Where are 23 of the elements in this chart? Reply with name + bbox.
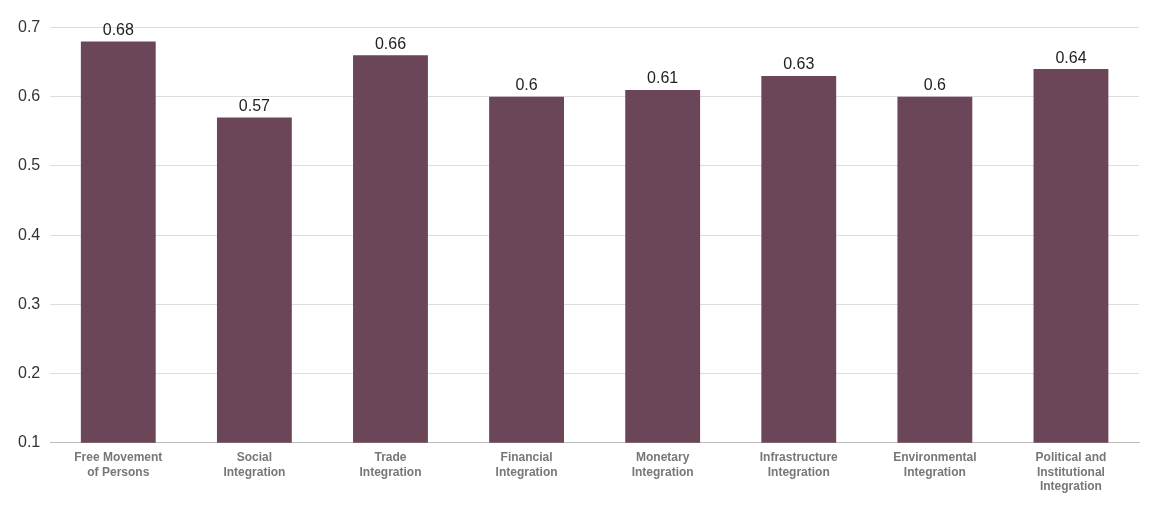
x-tick-label: Monetary Integration: [631, 450, 694, 479]
data-label: 0.68: [102, 20, 134, 38]
x-tick-label: Political and Institutional Integration: [1035, 450, 1107, 494]
data-label: 0.57: [238, 96, 271, 114]
x-tick-label: Environmental Integration: [893, 450, 977, 479]
y-tick-label: 0.2: [17, 364, 41, 382]
data-label: 0.6: [923, 76, 947, 94]
x-tick-label: Free Movement of Persons: [74, 450, 163, 479]
y-tick-label: 0.7: [17, 18, 41, 36]
data-label: 0.63: [783, 55, 815, 73]
y-tick-label: 0.3: [17, 294, 41, 312]
x-tick-label: Trade Integration: [359, 450, 422, 479]
y-tick-label: 0.5: [17, 156, 41, 174]
data-label: 0.6: [515, 76, 538, 94]
x-tick-label: Social Integration: [223, 450, 286, 479]
data-label: 0.66: [374, 34, 407, 52]
x-tick-label: Infrastructure Integration: [759, 450, 839, 479]
y-tick-label: 0.1: [17, 433, 41, 451]
y-tick-label: 0.6: [17, 87, 41, 105]
x-tick-label: Financial Integration: [495, 450, 558, 479]
y-tick-label: 0.4: [17, 225, 41, 243]
data-label: 0.64: [1055, 48, 1087, 66]
data-label: 0.61: [647, 69, 679, 87]
